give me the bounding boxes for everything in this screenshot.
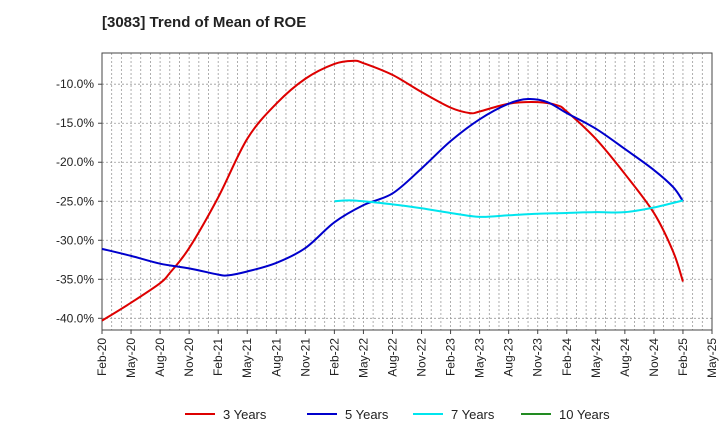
- y-tick-label: -15.0%: [56, 116, 94, 130]
- x-tick-label: Feb-20: [95, 338, 109, 376]
- x-tick-label: Nov-22: [415, 338, 429, 377]
- x-tick-label: Feb-21: [211, 338, 225, 376]
- x-tick-label: Nov-24: [647, 338, 661, 377]
- y-axis-ticks: -10.0% -15.0% -20.0% -25.0% -30.0% -35.0% -40.…: [56, 77, 102, 325]
- x-tick-label: May-22: [356, 338, 370, 378]
- y-tick-label: -10.0%: [56, 77, 94, 91]
- x-tick-label: May-20: [124, 338, 138, 378]
- y-tick-label: -25.0%: [56, 194, 94, 208]
- series-line-3-years: [101, 59, 684, 322]
- x-tick-label: Nov-20: [182, 338, 196, 377]
- x-tick-label: May-25: [705, 338, 719, 378]
- x-tick-label: May-23: [473, 338, 487, 378]
- x-tick-label: Aug-22: [385, 338, 399, 377]
- series-line-5-years: [101, 98, 684, 277]
- x-axis-ticks: Feb-20 May-20 Aug-20 Nov-20 Feb-21 May-21 Aug-…: [95, 330, 719, 378]
- y-tick-label: -30.0%: [56, 233, 94, 247]
- legend-label-7-years: 7 Years: [451, 407, 495, 422]
- chart-title: [3083] Trend of Mean of ROE: [102, 14, 307, 31]
- x-tick-label: Aug-21: [269, 338, 283, 377]
- plot-area-frame: [101, 52, 713, 331]
- x-tick-label: Feb-22: [327, 338, 341, 376]
- x-tick-label: Feb-25: [676, 338, 690, 376]
- x-tick-label: May-24: [589, 338, 603, 378]
- legend-label-3-years: 3 Years: [223, 407, 267, 422]
- legend: 3 Years 5 Years 7 Years 10 Years: [185, 407, 610, 422]
- series-lines: [101, 59, 684, 322]
- x-tick-label: Aug-23: [502, 338, 516, 377]
- y-tick-label: -40.0%: [56, 311, 94, 325]
- x-tick-label: Nov-23: [531, 338, 545, 377]
- y-tick-label: -20.0%: [56, 155, 94, 169]
- y-tick-label: -35.0%: [56, 272, 94, 286]
- x-tick-label: May-21: [240, 338, 254, 378]
- grid: [102, 53, 712, 330]
- legend-label-5-years: 5 Years: [345, 407, 389, 422]
- x-tick-label: Nov-21: [298, 338, 312, 377]
- legend-label-10-years: 10 Years: [559, 407, 610, 422]
- x-tick-label: Aug-20: [153, 338, 167, 377]
- x-tick-label: Feb-23: [444, 338, 458, 376]
- x-tick-label: Aug-24: [618, 338, 632, 377]
- series-line-7-years: [334, 199, 684, 218]
- x-tick-label: Feb-24: [560, 338, 574, 376]
